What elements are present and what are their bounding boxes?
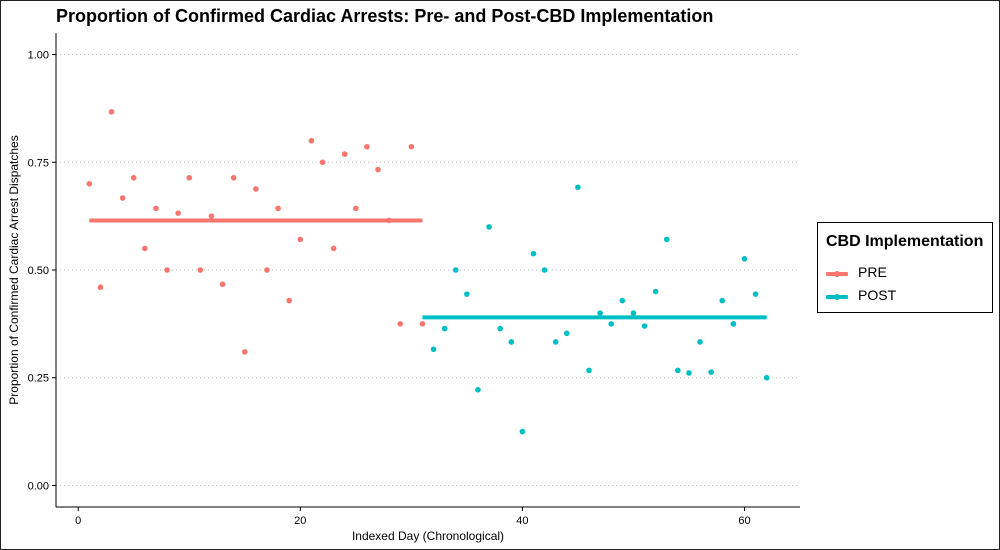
data-point-pre <box>275 205 281 212</box>
data-point-post <box>430 346 437 353</box>
data-point-pre <box>308 137 315 144</box>
data-point-post <box>619 297 626 304</box>
x-tick-label: 0 <box>75 515 81 527</box>
data-point-post <box>441 325 448 332</box>
data-point-post <box>497 325 503 332</box>
data-point-pre <box>264 267 270 273</box>
data-point-post <box>741 255 748 262</box>
data-point-pre <box>253 186 259 192</box>
legend-label-pre: PRE <box>858 264 887 280</box>
data-point-pre <box>408 143 415 150</box>
data-point-pre <box>197 267 204 273</box>
legend-label-post: POST <box>858 287 897 303</box>
data-point-pre <box>353 205 359 212</box>
data-point-pre <box>330 245 337 252</box>
legend: CBD Implementation PRE POST <box>817 222 993 313</box>
data-point-pre <box>241 349 248 355</box>
data-point-post <box>541 267 548 273</box>
x-tick-label: 40 <box>516 515 528 527</box>
data-point-post <box>752 291 759 297</box>
data-point-pre <box>97 284 104 291</box>
legend-item-post: POST <box>826 286 986 306</box>
chart-title: Proportion of Confirmed Cardiac Arrests:… <box>56 6 714 26</box>
data-point-post <box>586 367 592 374</box>
data-point-pre <box>164 267 170 273</box>
data-point-post <box>708 369 714 375</box>
data-point-post <box>597 310 603 316</box>
axes <box>52 33 800 511</box>
y-tick-label: 0.75 <box>28 157 49 169</box>
y-tick-label: 0.25 <box>28 373 49 385</box>
data-points <box>86 109 770 435</box>
data-point-post <box>686 370 692 376</box>
data-point-post <box>519 428 526 435</box>
data-point-post <box>652 288 659 295</box>
y-tick-label: 0.50 <box>28 265 49 277</box>
data-point-pre <box>319 159 326 166</box>
data-point-post <box>763 374 770 381</box>
y-tick-label: 0.00 <box>28 480 49 492</box>
data-point-post <box>575 184 581 191</box>
x-axis-title: Indexed Day (Chronological) <box>352 529 504 543</box>
data-point-pre <box>397 321 404 327</box>
data-point-pre <box>375 166 381 173</box>
data-point-pre <box>419 321 426 327</box>
data-point-post <box>564 330 570 337</box>
x-tick-label: 60 <box>738 515 750 527</box>
data-point-pre <box>175 210 181 216</box>
data-point-post <box>719 297 726 304</box>
y-axis-title: Proportion of Confirmed Cardiac Arrest D… <box>7 135 21 404</box>
data-point-post <box>697 339 703 345</box>
data-point-pre <box>208 213 215 219</box>
data-point-post <box>675 367 681 374</box>
data-point-post <box>630 310 637 316</box>
data-point-post <box>486 224 492 230</box>
data-point-post <box>663 236 670 243</box>
tick-labels: 0.00 0.25 0.50 0.75 1.00 0 20 40 60 <box>28 50 751 527</box>
data-point-post <box>475 386 481 393</box>
data-point-pre <box>286 297 292 304</box>
data-point-post <box>530 250 537 257</box>
data-point-pre <box>230 174 237 181</box>
data-point-pre <box>108 109 115 115</box>
data-point-post <box>464 291 470 297</box>
data-point-pre <box>341 151 348 157</box>
data-point-pre <box>86 181 93 187</box>
grid-lines <box>56 54 800 486</box>
y-tick-label: 1.00 <box>28 50 49 62</box>
legend-dot-post <box>834 294 840 300</box>
legend-title: CBD Implementation <box>826 233 984 250</box>
legend-dot-pre <box>834 271 840 277</box>
data-point-pre <box>142 245 148 252</box>
data-point-pre <box>119 195 126 201</box>
data-point-pre <box>219 281 226 288</box>
data-point-post <box>641 323 648 329</box>
data-point-post <box>452 267 459 273</box>
data-point-pre <box>364 143 370 150</box>
data-point-pre <box>386 217 392 224</box>
data-point-post <box>552 339 559 345</box>
data-point-pre <box>153 205 159 212</box>
data-point-post <box>730 321 737 327</box>
data-point-pre <box>186 174 193 181</box>
mean-lines <box>89 218 767 320</box>
data-point-post <box>608 321 615 327</box>
data-point-pre <box>297 236 304 243</box>
data-point-pre <box>130 174 137 181</box>
legend-item-pre: PRE <box>826 263 986 283</box>
x-tick-label: 20 <box>294 515 306 527</box>
data-point-post <box>508 339 515 345</box>
